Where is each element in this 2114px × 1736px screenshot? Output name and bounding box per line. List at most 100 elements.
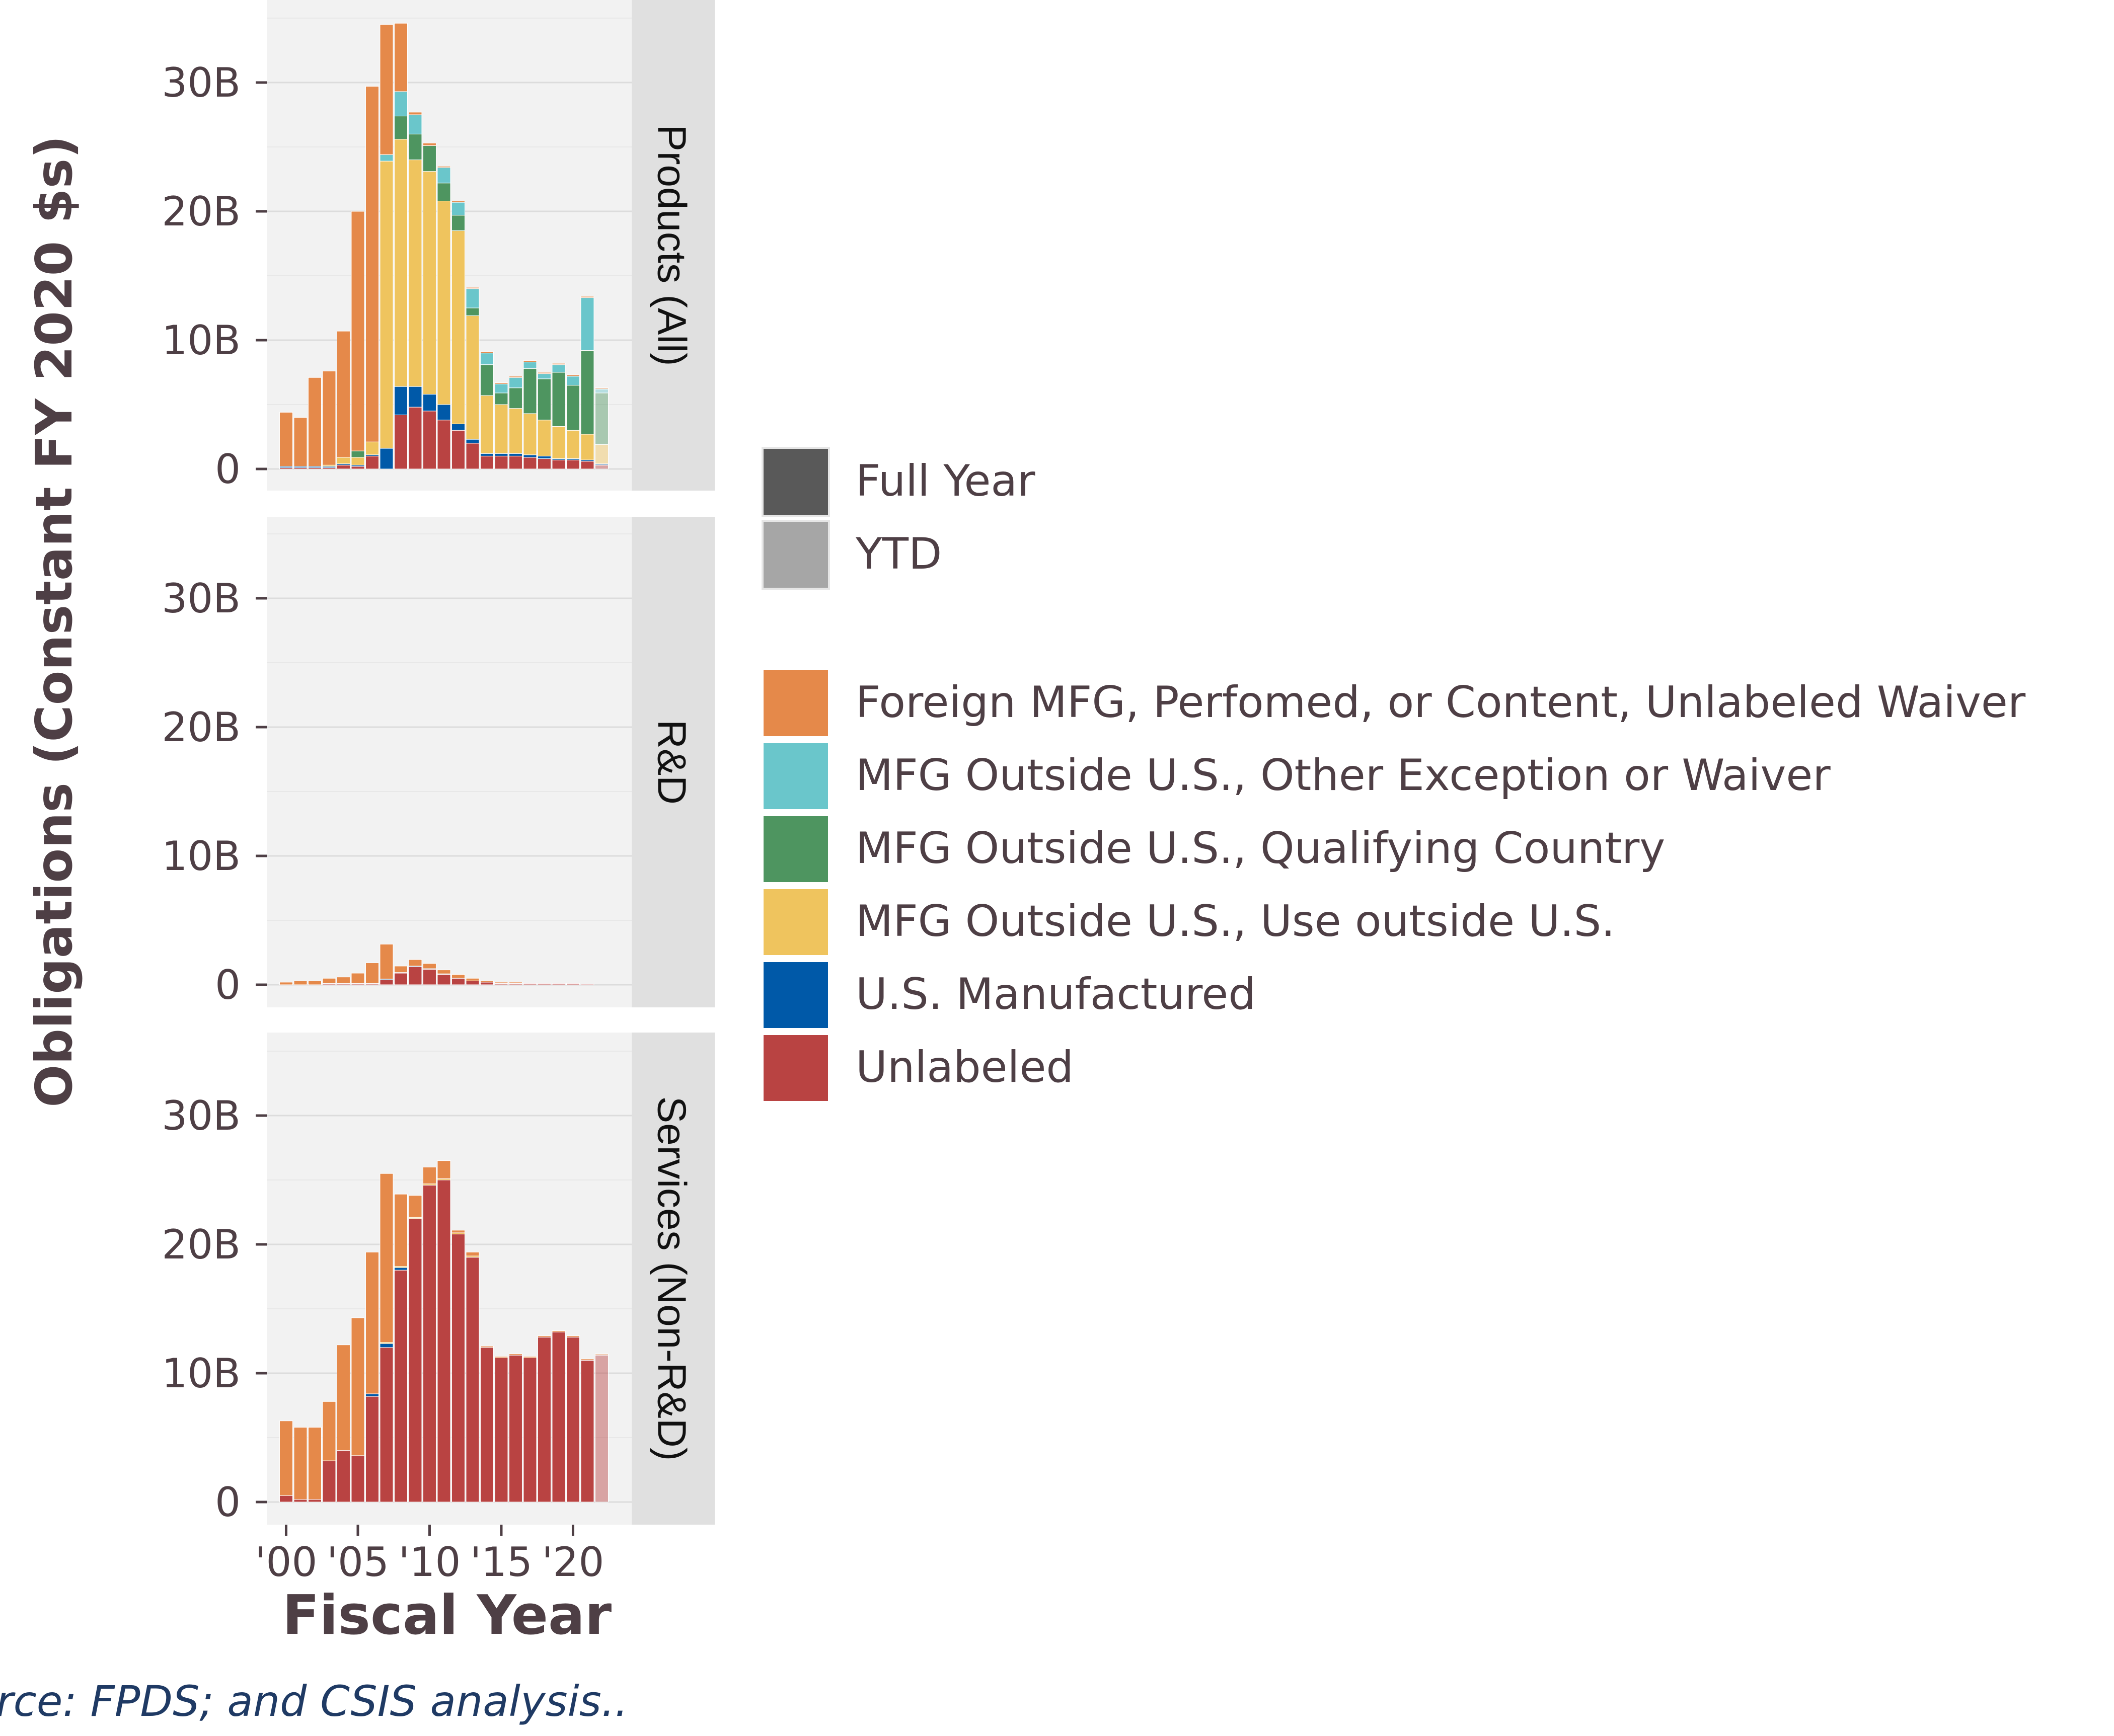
bar-segment xyxy=(437,974,451,985)
bar-segment xyxy=(336,331,350,458)
bar-segment xyxy=(537,372,551,374)
bar-segment xyxy=(451,430,465,469)
bar-segment xyxy=(408,386,422,408)
bar-segment xyxy=(351,1455,365,1503)
x-tick-label: '10 xyxy=(399,1539,461,1586)
bar-segment xyxy=(351,457,365,465)
bar-segment xyxy=(394,1270,408,1503)
bar-segment xyxy=(466,980,480,985)
bar-segment xyxy=(394,966,408,973)
bar-segment xyxy=(508,453,522,456)
bar-segment xyxy=(451,215,465,231)
y-tick-label: 20B xyxy=(162,704,241,751)
bar-segment xyxy=(365,1251,379,1394)
bar-segment xyxy=(365,962,379,984)
bar-segment xyxy=(451,974,465,979)
bar-segment xyxy=(365,1396,379,1503)
bar-segment xyxy=(394,414,408,469)
bar-segment xyxy=(293,417,308,467)
bar-segment xyxy=(466,288,480,308)
bar-segment xyxy=(466,287,480,289)
bar-segment xyxy=(336,457,350,464)
bar-segment xyxy=(494,982,508,984)
bar-segment xyxy=(508,1354,522,1356)
bar-segment xyxy=(408,966,422,985)
legend: Full Year YTD Foreign MFG, Perfomed, or Co… xyxy=(762,447,2026,1103)
bar-segment xyxy=(594,444,609,464)
bar-segment xyxy=(552,459,566,469)
bar-segment xyxy=(552,372,566,427)
bar-segment xyxy=(537,455,551,459)
bar-segment xyxy=(279,1421,293,1496)
bar-segment xyxy=(422,969,436,985)
bar-segment xyxy=(480,982,494,985)
legend-swatch xyxy=(762,520,830,590)
bar-segment xyxy=(523,1357,537,1503)
bar-segment xyxy=(494,392,508,405)
bar-segment xyxy=(480,353,494,365)
bar-segment xyxy=(365,441,379,455)
bar-segment xyxy=(408,407,422,469)
bar-segment xyxy=(408,114,422,134)
bar-segment xyxy=(380,24,394,155)
bar-segment xyxy=(451,1230,465,1233)
x-tick-label: '00 xyxy=(255,1539,318,1586)
legend-swatch xyxy=(762,887,830,957)
bar-segment xyxy=(365,1393,379,1397)
bar-segment xyxy=(552,364,566,373)
bar-segment xyxy=(523,362,537,369)
bar-segment xyxy=(394,973,408,985)
legend-label: Unlabeled xyxy=(856,1042,1074,1092)
y-tick-label: 30B xyxy=(162,1092,241,1139)
legend-swatch xyxy=(762,447,830,517)
legend-label: MFG Outside U.S., Other Exception or Wai… xyxy=(856,750,1831,801)
bar-segment xyxy=(580,984,594,985)
bar-segment xyxy=(508,376,522,378)
legend-label: U.S. Manufactured xyxy=(856,969,1256,1019)
bar-segment xyxy=(508,387,522,409)
bar-segment xyxy=(408,160,422,387)
bar-segment xyxy=(566,983,580,985)
bar-segment xyxy=(422,1166,436,1185)
bar-segment xyxy=(594,388,609,393)
bar-segment xyxy=(351,450,365,458)
bar-segment xyxy=(380,943,394,979)
legend-swatch xyxy=(762,1033,830,1103)
bar-segment xyxy=(494,382,508,384)
bar-segment xyxy=(336,1450,350,1503)
bar-segment xyxy=(437,167,451,184)
bar-segment xyxy=(308,980,322,985)
facet-strip-label: Services (Non-R&D) xyxy=(650,1096,695,1461)
bar-segment xyxy=(422,1185,436,1503)
legend-swatch xyxy=(762,814,830,884)
bar-segment xyxy=(437,166,451,168)
bar-segment xyxy=(279,1495,293,1503)
y-tick-label: 30B xyxy=(162,59,241,106)
bar-segment xyxy=(480,1346,494,1348)
bar-segment xyxy=(552,1331,566,1503)
bar-segment xyxy=(437,1179,451,1503)
bar-segment xyxy=(394,1267,408,1271)
bar-segment xyxy=(394,1194,408,1267)
bar-segment xyxy=(594,387,609,389)
facet-panels: Products (All)010B20B30BR&D010B20B30BSer… xyxy=(162,0,715,1586)
bar-segment xyxy=(336,1345,350,1451)
facet-strip-label: R&D xyxy=(650,720,695,805)
bar-segment xyxy=(422,142,436,146)
y-tick-label: 10B xyxy=(162,1350,241,1397)
bar-segment xyxy=(408,1195,422,1218)
bar-segment xyxy=(580,1360,594,1503)
bar-segment xyxy=(494,383,508,393)
x-tick-label: '15 xyxy=(470,1539,533,1586)
bar-segment xyxy=(594,392,609,445)
bar-group xyxy=(279,943,594,985)
bar-segment xyxy=(380,979,394,985)
bar-segment xyxy=(380,1347,394,1503)
bar-segment xyxy=(494,1356,508,1358)
bar-segment xyxy=(566,1336,580,1503)
bar-segment xyxy=(380,1343,394,1348)
bar-segment xyxy=(552,1330,566,1332)
bar-segment xyxy=(408,112,422,115)
legend-swatch xyxy=(762,960,830,1030)
